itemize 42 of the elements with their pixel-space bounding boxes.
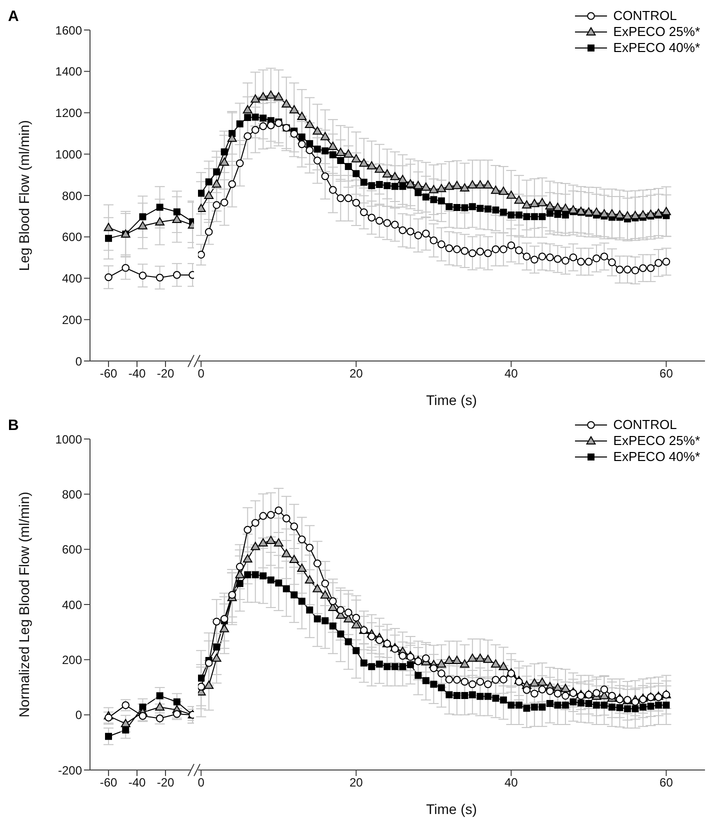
x-tick-label: 0: [198, 776, 205, 790]
legend-label: CONTROL: [613, 417, 677, 433]
x-tick-label: 40: [504, 776, 518, 790]
x-tick-label: 60: [660, 776, 674, 790]
x-tick-label: -20: [156, 366, 175, 381]
x-tick-label: -60: [100, 366, 118, 381]
y-tick-label: 600: [62, 230, 82, 244]
x-tick-label: 40: [504, 366, 518, 381]
legend-label: CONTROL: [613, 8, 677, 24]
chart-title: B: [8, 417, 19, 434]
legend-label: ExPECO 25%*: [613, 433, 700, 449]
x-tick-label: 0: [198, 366, 205, 381]
x-axis-title: Time (s): [426, 392, 477, 408]
legend-label: ExPECO 25%*: [613, 24, 700, 40]
x-tick-label: -20: [156, 776, 175, 790]
y-tick-label: 600: [62, 542, 82, 557]
y-tick-label: 800: [62, 188, 82, 203]
x-tick-label: -40: [128, 776, 146, 790]
y-tick-label: 800: [62, 487, 82, 502]
y-tick-label: 400: [62, 272, 82, 286]
y-tick-label: 1200: [55, 106, 82, 120]
y-tick-label: 0: [75, 354, 82, 368]
y-tick-label: 200: [62, 652, 82, 667]
y-tick-label: 0: [75, 708, 82, 722]
y-axis-title: Normalized Leg Blood Flow (ml/min): [16, 492, 32, 718]
legend-label: ExPECO 40%*: [613, 40, 700, 56]
x-axis-title: Time (s): [426, 801, 477, 817]
x-tick-label: 60: [660, 366, 674, 381]
x-tick-label: 20: [349, 366, 364, 381]
y-tick-label: 1000: [55, 147, 82, 162]
x-tick-label: -40: [128, 366, 146, 381]
chart-title: A: [8, 8, 19, 25]
y-tick-label: 1000: [55, 432, 82, 446]
x-tick-label: -60: [100, 776, 118, 790]
y-tick-label: 200: [62, 312, 82, 327]
legend-label: ExPECO 40%*: [613, 449, 700, 465]
y-tick-label: 1400: [55, 64, 82, 79]
x-tick-label: 20: [349, 776, 364, 790]
y-tick-label: 1600: [55, 23, 82, 38]
y-axis-title: Leg Blood Flow (ml/min): [16, 120, 32, 271]
y-tick-label: -200: [58, 763, 82, 778]
y-tick-label: 400: [62, 598, 82, 612]
